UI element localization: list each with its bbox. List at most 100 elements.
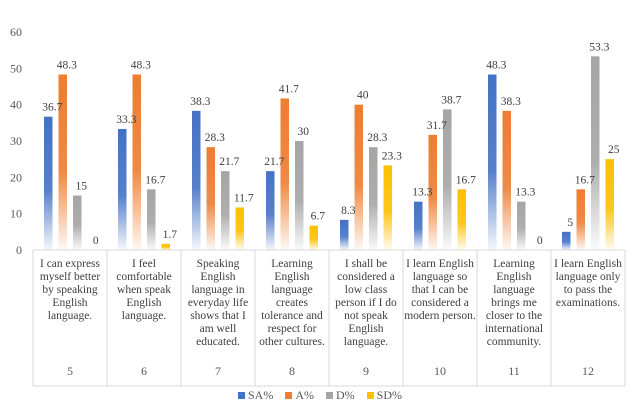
bar-a [428, 134, 437, 250]
y-axis: 0 10 20 30 40 50 60 [10, 25, 22, 257]
data-label: 38.7 [441, 94, 461, 106]
y-tick-label: 60 [10, 25, 22, 39]
y-tick-label: 0 [16, 243, 22, 257]
item-number: 11 [508, 364, 520, 378]
data-label: 38.3 [501, 96, 521, 108]
bar-a [58, 74, 67, 250]
bar-d [295, 141, 304, 250]
bar-d [591, 56, 600, 250]
data-label: 28.3 [367, 132, 387, 144]
y-tick-label: 50 [10, 61, 22, 75]
category-label: I learn English language only to pass th… [554, 258, 622, 309]
y-tick-label: 40 [10, 98, 22, 112]
y-tick-label: 20 [10, 170, 22, 184]
legend: SA% A% D% SD% [0, 388, 640, 403]
bar-a [502, 110, 511, 251]
bar-sa [414, 201, 423, 250]
data-labels: 36.7 33.3 38.3 21.7 8.3 13.3 48.3 5 48.3 48.3 28.3… [42, 41, 620, 247]
bar-a [576, 189, 585, 250]
bar-d [517, 201, 526, 250]
bar-sd [309, 225, 318, 250]
item-number: 5 [67, 364, 73, 378]
item-number: 7 [215, 364, 221, 378]
data-label: 13.3 [515, 187, 535, 199]
item-number: 6 [141, 364, 147, 378]
category-label: Learning English language creates tolera… [259, 258, 325, 348]
bar-sa [118, 129, 127, 250]
data-label: 13.3 [412, 187, 432, 199]
data-label: 21.7 [219, 156, 239, 168]
data-label: 30 [298, 126, 310, 138]
legend-swatch [237, 392, 245, 399]
legend-label: SA% [247, 388, 274, 402]
legend-label: SD% [376, 388, 403, 402]
bar-sd [161, 243, 170, 250]
data-label: 16.7 [575, 174, 595, 186]
legend-item: SA% [237, 388, 274, 403]
y-tick-label: 10 [10, 207, 22, 221]
bar-sa [488, 74, 497, 250]
bar-d [221, 171, 230, 250]
category-label: I shall be considered a low class person… [335, 258, 397, 348]
data-label: 40 [357, 90, 369, 102]
data-label: 15 [76, 181, 88, 193]
item-number: 10 [434, 364, 446, 378]
item-number: 9 [363, 364, 369, 378]
category-label: Learning English language brings me clos… [484, 258, 544, 348]
legend-item: A% [285, 388, 314, 403]
legend-label: A% [295, 388, 314, 402]
bars [44, 56, 614, 251]
data-label: 6.7 [311, 211, 326, 223]
legend-label: D% [336, 388, 355, 402]
data-label: 53.3 [589, 41, 609, 53]
bar-sd [605, 159, 614, 250]
data-label: 0 [93, 235, 99, 247]
category-label: Speaking English language in everyday li… [187, 258, 249, 348]
data-label: 1.7 [163, 229, 178, 241]
data-label: 33.3 [116, 114, 136, 126]
legend-swatch [285, 392, 293, 399]
bar-d [443, 109, 452, 250]
bar-d [369, 147, 378, 250]
legend-swatch [366, 392, 374, 399]
bar-sd [457, 189, 466, 250]
data-label: 28.3 [205, 132, 225, 144]
data-label: 21.7 [264, 156, 284, 168]
data-label: 8.3 [341, 205, 356, 217]
data-label: 23.3 [382, 150, 402, 162]
category-label: I can express myself better by speaking … [39, 258, 101, 322]
data-label: 25 [608, 144, 620, 156]
bar-sa [44, 116, 53, 250]
data-label: 11.7 [234, 192, 254, 204]
data-label: 41.7 [279, 83, 299, 95]
data-label: 31.7 [427, 120, 447, 132]
y-tick-label: 30 [10, 134, 22, 148]
data-label: 48.3 [486, 60, 506, 72]
data-label: 48.3 [131, 60, 151, 72]
data-label: 48.3 [57, 60, 77, 72]
bar-d [73, 195, 82, 250]
legend-swatch [326, 392, 333, 399]
legend-item: D% [326, 388, 355, 403]
chart-frame [32, 249, 626, 387]
bar-sa [192, 110, 201, 251]
item-number: 12 [582, 364, 594, 378]
item-number: 8 [289, 364, 295, 378]
bar-sa [266, 171, 275, 250]
bar-sa [562, 231, 571, 250]
bar-a [132, 74, 141, 250]
data-label: 0 [537, 235, 543, 247]
data-label: 38.3 [190, 96, 210, 108]
data-label: 36.7 [42, 102, 62, 114]
data-label: 16.7 [456, 174, 476, 186]
category-label: I feel comfortable when speak English la… [116, 258, 172, 322]
bar-sd [383, 165, 392, 250]
bar-sa [340, 219, 349, 250]
bar-sd [235, 207, 244, 250]
category-label: I learn English language so that I can b… [404, 258, 476, 322]
bar-a [206, 147, 215, 250]
bar-a [280, 98, 289, 251]
legend-item: SD% [366, 388, 403, 403]
bar-a [354, 104, 363, 251]
